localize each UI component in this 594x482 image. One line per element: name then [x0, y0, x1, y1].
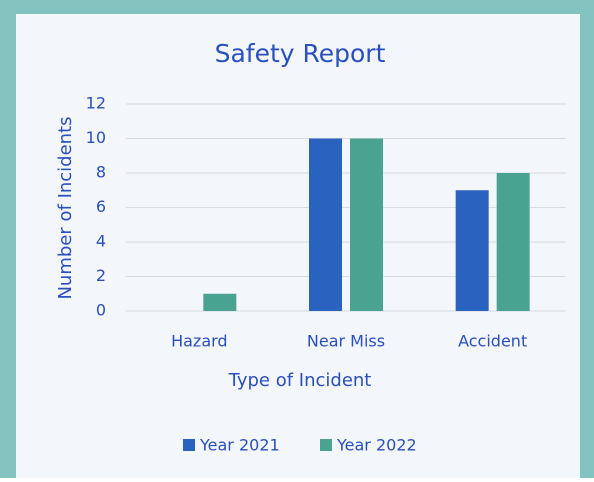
bar [455, 190, 489, 311]
y-tick-label: 4 [96, 232, 106, 251]
legend-label: Year 2022 [336, 436, 417, 455]
x-tick-label: Near Miss [307, 332, 385, 351]
bar [496, 173, 530, 311]
y-tick-label: 2 [96, 266, 106, 285]
legend-swatch [183, 439, 195, 451]
x-tick-label: Hazard [171, 332, 228, 351]
x-axis-title: Type of Incident [228, 370, 372, 391]
y-axis-title: Number of Incidents [55, 116, 76, 299]
y-tick-label: 12 [86, 94, 106, 113]
bar [350, 138, 383, 311]
y-tick-label: 6 [96, 197, 106, 216]
bar [309, 138, 342, 311]
chart-title: Safety Report [215, 39, 386, 68]
legend-swatch [320, 439, 332, 451]
y-tick-label: 10 [86, 128, 106, 147]
y-tick-label: 8 [96, 163, 106, 182]
legend-label: Year 2021 [199, 436, 280, 455]
x-tick-label: Accident [458, 332, 527, 351]
bar [203, 293, 237, 311]
y-tick-label: 0 [96, 301, 106, 320]
